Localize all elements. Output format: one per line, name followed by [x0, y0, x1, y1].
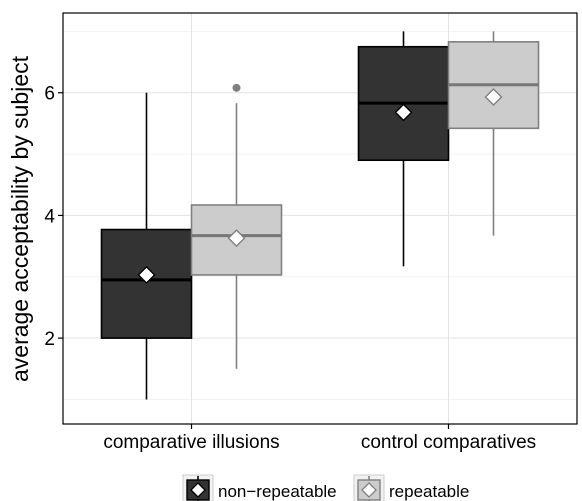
y-axis: 2 4 6 [44, 84, 63, 350]
legend-key-1 [353, 474, 385, 501]
legend-key-0 [182, 474, 214, 501]
y-tick-label: 6 [44, 84, 55, 105]
legend-label-1: repeatable [389, 482, 469, 501]
boxplot-series [100, 31, 540, 400]
mean-marker [227, 229, 246, 248]
outlier-point [232, 83, 241, 92]
y-axis-label: average acceptability by subject [7, 55, 33, 382]
box-1-0 [190, 83, 283, 369]
y-tick-label: 4 [44, 206, 55, 227]
legend-key-mean-marker [190, 482, 206, 498]
legend: non−repeatable repeatable [182, 474, 469, 501]
plot-panel-border [62, 12, 578, 425]
mean-marker [394, 103, 413, 122]
box-0-1 [357, 31, 450, 267]
y-tick-label: 2 [44, 329, 55, 350]
legend-label-0: non−repeatable [218, 482, 337, 501]
legend-key-mean-marker [361, 482, 377, 498]
box-0-0 [100, 92, 193, 400]
mean-marker [484, 88, 503, 107]
box-1-1 [447, 31, 540, 236]
x-tick-label: comparative illusions [103, 432, 279, 453]
x-tick-label: control comparatives [361, 432, 536, 453]
x-axis: comparative illusions control comparative… [103, 424, 536, 453]
mean-marker [137, 265, 156, 284]
